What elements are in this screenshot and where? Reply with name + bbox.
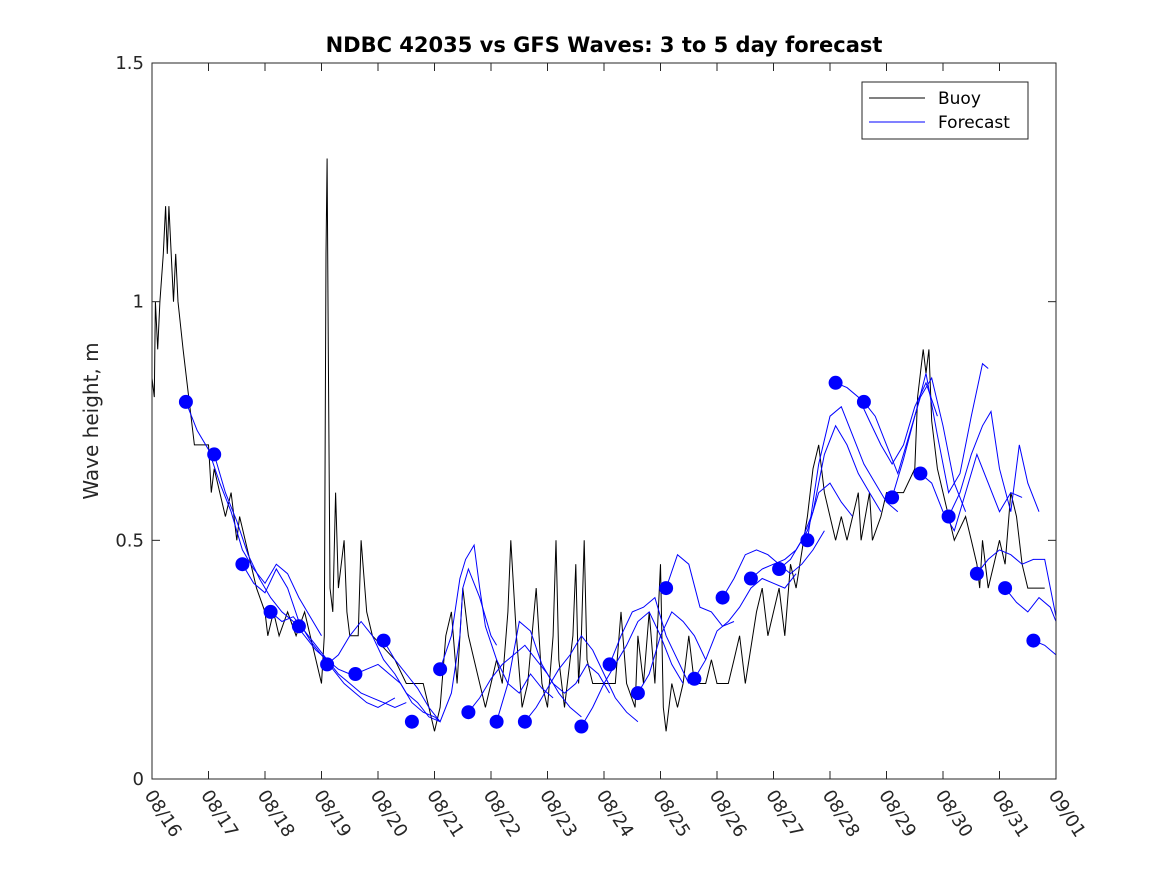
- y-tick-label: 1.5: [115, 53, 144, 74]
- forecast-run-line: [609, 596, 690, 684]
- forecast-marker: [687, 671, 702, 686]
- forecast-marker: [998, 581, 1013, 596]
- forecast-run-line: [920, 452, 1023, 533]
- forecast-marker: [1026, 633, 1041, 648]
- chart-title: NDBC 42035 vs GFS Waves: 3 to 5 day fore…: [326, 33, 883, 57]
- forecast-run-line: [383, 567, 498, 723]
- forecast-run-line: [524, 634, 639, 723]
- legend-buoy-label: Buoy: [938, 89, 981, 109]
- forecast-markers: [178, 375, 1041, 734]
- forecast-run-line: [270, 611, 407, 708]
- forecast-marker: [969, 566, 984, 581]
- legend-box: [861, 81, 1029, 140]
- forecast-series: [185, 362, 1057, 727]
- forecast-marker: [178, 394, 193, 409]
- forecast-run-line: [948, 410, 1040, 517]
- forecast-marker: [517, 714, 532, 729]
- forecast-marker: [376, 633, 391, 648]
- forecast-run-line: [778, 424, 882, 570]
- y-tick-label: 0: [133, 769, 144, 790]
- plot-area: [151, 62, 1057, 780]
- forecast-run-line: [806, 405, 899, 541]
- forecast-marker: [941, 509, 956, 524]
- forecast-marker: [433, 662, 448, 677]
- buoy-line: [151, 158, 1045, 732]
- y-tick-label: 0.5: [115, 530, 144, 551]
- forecast-run-line: [185, 401, 322, 637]
- legend: Buoy Forecast: [861, 81, 1029, 140]
- forecast-run-line: [1004, 587, 1057, 622]
- forecast-run-line: [722, 530, 825, 598]
- forecast-marker: [263, 604, 278, 619]
- forecast-marker: [235, 557, 250, 572]
- forecast-run-line: [580, 611, 684, 727]
- forecast-marker: [913, 466, 928, 481]
- forecast-marker: [630, 686, 645, 701]
- forecast-run-line: [693, 573, 797, 680]
- forecast-marker: [207, 447, 222, 462]
- forecast-marker: [404, 714, 419, 729]
- buoy-series: [151, 158, 1045, 732]
- forecast-marker: [659, 581, 674, 596]
- forecast-marker: [489, 714, 504, 729]
- legend-forecast-label: Forecast: [938, 113, 1010, 133]
- forecast-marker: [885, 490, 900, 505]
- forecast-marker: [602, 657, 617, 672]
- forecast-run-line: [496, 620, 611, 722]
- forecast-marker: [574, 719, 589, 734]
- forecast-marker: [291, 619, 306, 634]
- forecast-run-line: [241, 563, 396, 708]
- forecast-marker: [856, 394, 871, 409]
- axes-background: [152, 63, 1056, 779]
- forecast-run-line: [439, 543, 554, 699]
- forecast-run-line: [976, 549, 1057, 617]
- forecast-marker: [772, 562, 787, 576]
- y-tick-label: 1: [133, 292, 144, 313]
- forecast-marker: [320, 657, 335, 672]
- forecast-run-line: [637, 611, 707, 694]
- forecast-run-line: [891, 362, 989, 498]
- forecast-run-line: [355, 663, 441, 723]
- forecast-run-line: [468, 644, 582, 718]
- y-axis-label: Wave height, m: [79, 342, 103, 499]
- forecast-marker: [800, 533, 815, 548]
- forecast-marker: [348, 667, 363, 681]
- forecast-marker: [743, 571, 758, 586]
- forecast-marker: [461, 705, 476, 720]
- forecast-run-line: [326, 620, 441, 723]
- forecast-marker: [715, 590, 730, 605]
- forecast-marker: [828, 375, 843, 390]
